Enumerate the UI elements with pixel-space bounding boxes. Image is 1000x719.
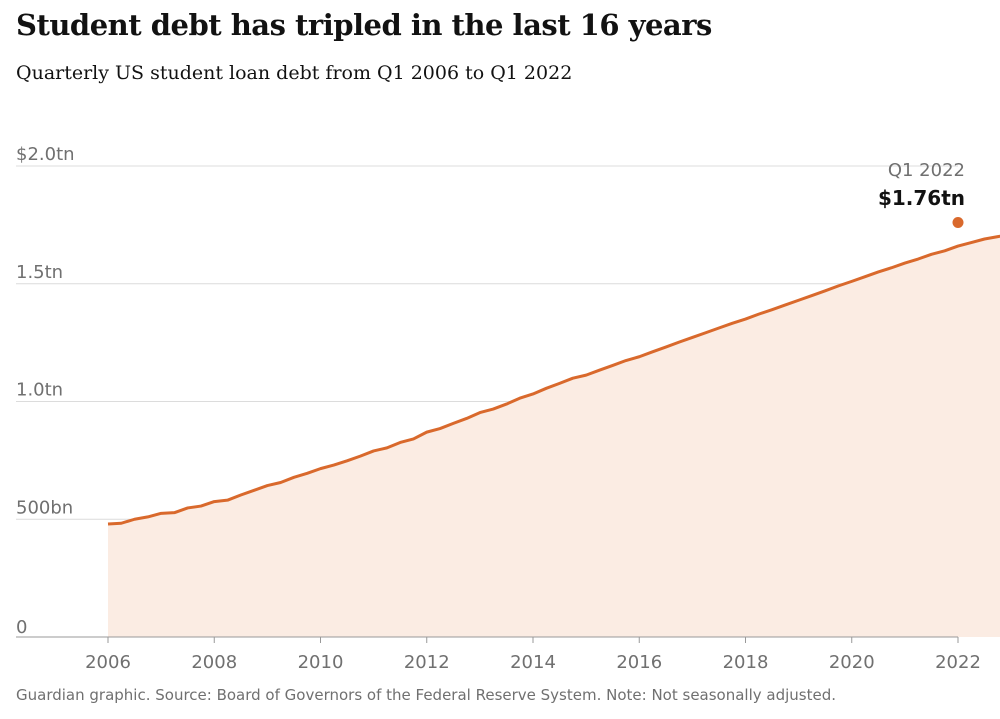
annotation-value-label: $1.76tn	[878, 186, 965, 210]
debt-area	[108, 236, 1000, 637]
axis-layer: 0 500bn 1.0tn 1.5tn $2.0tn 2006 2008 2010 2012 20…	[16, 144, 981, 673]
y-tick-label: 1.0tn	[16, 380, 63, 401]
x-tick-label: 2022	[935, 652, 981, 673]
y-tick-label: 0	[16, 617, 27, 638]
y-tick-label: 500bn	[16, 497, 73, 518]
student-debt-chart: 0 500bn 1.0tn 1.5tn $2.0tn 2006 2008 2010 2012 20…	[16, 144, 1000, 673]
x-tick-label: 2014	[510, 652, 556, 673]
x-tick-label: 2010	[298, 652, 344, 673]
x-tick-label: 2006	[85, 652, 131, 673]
y-tick-label: $2.0tn	[16, 144, 75, 165]
series-layer	[107, 234, 1000, 637]
annotation-point	[952, 217, 964, 229]
chart-title: Student debt has tripled in the last 16 …	[16, 8, 712, 42]
x-tick-label: 2018	[723, 652, 769, 673]
annotation-layer: Q1 2022 $1.76tn	[878, 160, 965, 229]
chart-subtitle: Quarterly US student loan debt from Q1 2…	[16, 62, 573, 84]
x-tick-label: 2008	[191, 652, 237, 673]
x-tick-label: 2020	[829, 652, 875, 673]
y-tick-label: 1.5tn	[16, 262, 63, 283]
x-tick-label: 2012	[404, 652, 450, 673]
source-note: Guardian graphic. Source: Board of Gover…	[16, 686, 837, 704]
annotation-period-label: Q1 2022	[888, 160, 965, 181]
debt-line	[107, 234, 1000, 526]
x-tick-label: 2016	[616, 652, 662, 673]
